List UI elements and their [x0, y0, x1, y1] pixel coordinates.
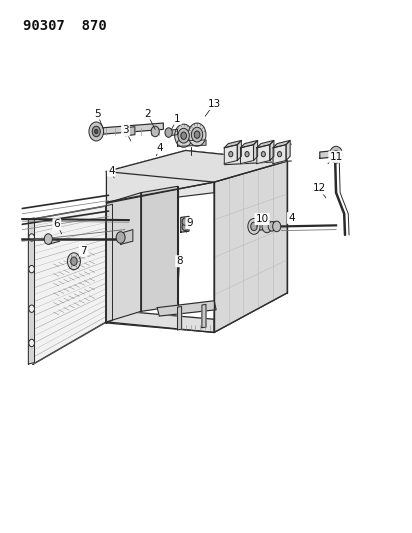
- Text: 5: 5: [94, 109, 101, 118]
- Polygon shape: [178, 140, 206, 146]
- Circle shape: [188, 123, 206, 146]
- Polygon shape: [105, 204, 112, 323]
- Circle shape: [330, 146, 342, 163]
- Circle shape: [182, 218, 188, 225]
- Polygon shape: [106, 150, 287, 202]
- Polygon shape: [126, 127, 135, 136]
- Circle shape: [273, 221, 281, 232]
- Circle shape: [29, 305, 35, 312]
- Polygon shape: [33, 206, 106, 364]
- Polygon shape: [106, 182, 214, 206]
- Polygon shape: [224, 144, 237, 164]
- Polygon shape: [169, 130, 178, 136]
- Circle shape: [68, 253, 80, 270]
- Polygon shape: [202, 304, 206, 328]
- Polygon shape: [257, 140, 274, 148]
- Text: 4: 4: [288, 213, 295, 223]
- Circle shape: [92, 126, 101, 137]
- Text: 4: 4: [108, 166, 115, 175]
- Polygon shape: [214, 161, 287, 333]
- Text: 9: 9: [186, 218, 193, 228]
- Polygon shape: [273, 140, 290, 148]
- Polygon shape: [96, 123, 163, 135]
- Polygon shape: [257, 144, 270, 164]
- Circle shape: [95, 130, 98, 134]
- Circle shape: [178, 128, 190, 143]
- Polygon shape: [178, 306, 182, 330]
- Circle shape: [262, 220, 272, 233]
- Circle shape: [248, 219, 260, 235]
- Polygon shape: [181, 216, 189, 232]
- Text: 2: 2: [144, 109, 150, 118]
- Circle shape: [122, 127, 129, 135]
- Circle shape: [175, 124, 192, 147]
- Text: 1: 1: [174, 114, 181, 124]
- Text: 4: 4: [156, 143, 163, 153]
- Circle shape: [29, 265, 35, 273]
- Circle shape: [191, 127, 203, 142]
- Circle shape: [29, 340, 35, 346]
- Polygon shape: [255, 222, 275, 231]
- Text: 90307  870: 90307 870: [23, 19, 107, 33]
- Polygon shape: [253, 140, 258, 160]
- Circle shape: [251, 222, 257, 231]
- Text: 10: 10: [255, 214, 269, 224]
- Polygon shape: [106, 310, 214, 333]
- Circle shape: [44, 234, 52, 244]
- Circle shape: [245, 151, 249, 157]
- Text: 6: 6: [54, 219, 60, 229]
- Polygon shape: [224, 140, 241, 148]
- Polygon shape: [241, 144, 253, 164]
- Polygon shape: [286, 140, 290, 160]
- Circle shape: [29, 234, 35, 241]
- Text: 8: 8: [176, 256, 183, 266]
- Polygon shape: [106, 192, 141, 322]
- Text: 7: 7: [80, 246, 87, 256]
- Circle shape: [278, 151, 281, 157]
- Circle shape: [165, 128, 172, 138]
- Polygon shape: [320, 150, 336, 158]
- Circle shape: [116, 232, 125, 243]
- Circle shape: [151, 126, 159, 137]
- Polygon shape: [141, 187, 178, 311]
- Polygon shape: [106, 150, 287, 182]
- Circle shape: [229, 151, 233, 157]
- Text: 12: 12: [312, 183, 325, 193]
- Text: 3: 3: [122, 125, 129, 135]
- Polygon shape: [270, 140, 274, 160]
- Circle shape: [333, 150, 339, 159]
- Polygon shape: [121, 230, 133, 244]
- Circle shape: [70, 257, 77, 265]
- Text: 13: 13: [208, 99, 221, 109]
- Polygon shape: [237, 140, 241, 160]
- Circle shape: [181, 132, 187, 140]
- Polygon shape: [273, 144, 286, 164]
- Circle shape: [261, 151, 265, 157]
- Circle shape: [194, 131, 200, 139]
- Circle shape: [268, 222, 276, 231]
- Polygon shape: [28, 218, 35, 364]
- Text: 11: 11: [330, 152, 343, 162]
- Polygon shape: [241, 140, 258, 148]
- Circle shape: [182, 223, 188, 231]
- Polygon shape: [157, 301, 216, 316]
- Circle shape: [89, 122, 103, 141]
